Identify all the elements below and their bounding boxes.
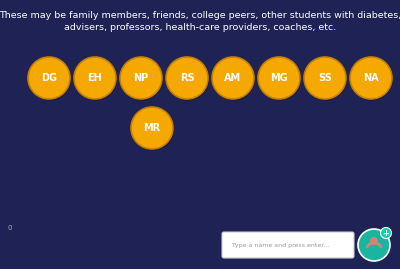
Ellipse shape (167, 58, 209, 101)
Ellipse shape (212, 57, 254, 99)
Text: SS: SS (318, 73, 332, 83)
Ellipse shape (74, 57, 116, 99)
Ellipse shape (29, 58, 71, 101)
Text: advisers, professors, health-care providers, coaches, etc.: advisers, professors, health-care provid… (64, 23, 336, 33)
Text: NA: NA (363, 73, 379, 83)
Ellipse shape (351, 58, 393, 101)
Ellipse shape (28, 57, 70, 99)
Text: DG: DG (41, 73, 57, 83)
Ellipse shape (380, 228, 392, 239)
Ellipse shape (370, 237, 378, 245)
Ellipse shape (304, 57, 346, 99)
Ellipse shape (131, 107, 173, 149)
Text: 0: 0 (7, 225, 12, 231)
Text: NP: NP (133, 73, 149, 83)
Text: RS: RS (180, 73, 194, 83)
Text: MG: MG (270, 73, 288, 83)
FancyBboxPatch shape (222, 232, 354, 258)
Ellipse shape (132, 108, 174, 150)
Ellipse shape (358, 229, 390, 261)
Text: +: + (382, 228, 390, 238)
Ellipse shape (258, 57, 300, 99)
Text: These may be family members, friends, college peers, other students with diabete: These may be family members, friends, co… (0, 12, 400, 20)
Ellipse shape (121, 58, 163, 101)
Text: Type a name and press enter...: Type a name and press enter... (232, 242, 329, 247)
Ellipse shape (259, 58, 301, 101)
Ellipse shape (213, 58, 255, 101)
Ellipse shape (75, 58, 117, 101)
Text: EH: EH (88, 73, 102, 83)
Text: MR: MR (144, 123, 160, 133)
Ellipse shape (166, 57, 208, 99)
Ellipse shape (305, 58, 347, 101)
Text: AM: AM (224, 73, 242, 83)
Ellipse shape (350, 57, 392, 99)
Ellipse shape (120, 57, 162, 99)
